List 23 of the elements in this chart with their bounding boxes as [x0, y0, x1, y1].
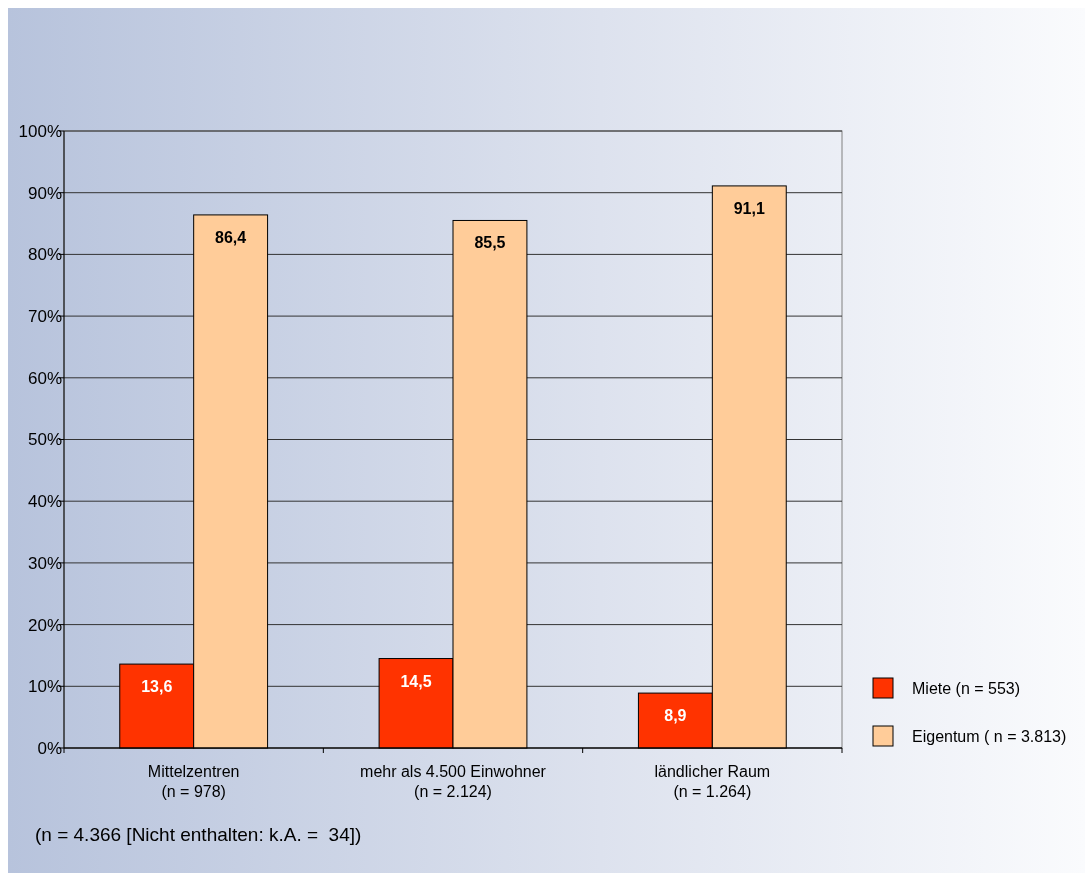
data-label: 14,5 — [400, 672, 432, 690]
legend-label: Eigentum ( n = 3.813) — [912, 727, 1067, 745]
y-tick-label: 30% — [27, 553, 62, 573]
y-tick-label: 40% — [27, 492, 62, 512]
y-tick-label: 80% — [27, 245, 62, 265]
text: (n = 4.366 [Nicht enthalten: k.A. = 34]) — [35, 824, 362, 845]
data-label: 13,6 — [141, 678, 173, 696]
x-tick-label: mehr als 4.500 Einwohner (n = 2.124) — [360, 763, 547, 800]
x-tick-label: Mittelzentren (n = 978) — [147, 763, 240, 800]
y-tick-label: 10% — [27, 677, 62, 697]
data-label: 91,1 — [733, 199, 765, 217]
data-label: 8,9 — [664, 707, 687, 725]
data-label: 85,5 — [474, 234, 506, 252]
y-tick-label: 0% — [37, 738, 62, 758]
y-tick-label: 60% — [27, 368, 62, 388]
data-label: 86,4 — [215, 228, 247, 246]
legend-label: Miete (n = 553) — [912, 679, 1021, 697]
y-tick-label: 90% — [27, 183, 62, 203]
y-tick-label: 100% — [18, 121, 62, 141]
y-tick-label: 70% — [27, 307, 62, 327]
y-tick-label: 50% — [27, 430, 62, 450]
y-tick-label: 20% — [27, 615, 62, 635]
x-tick-label: ländlicher Raum (n = 1.264) — [654, 763, 771, 800]
